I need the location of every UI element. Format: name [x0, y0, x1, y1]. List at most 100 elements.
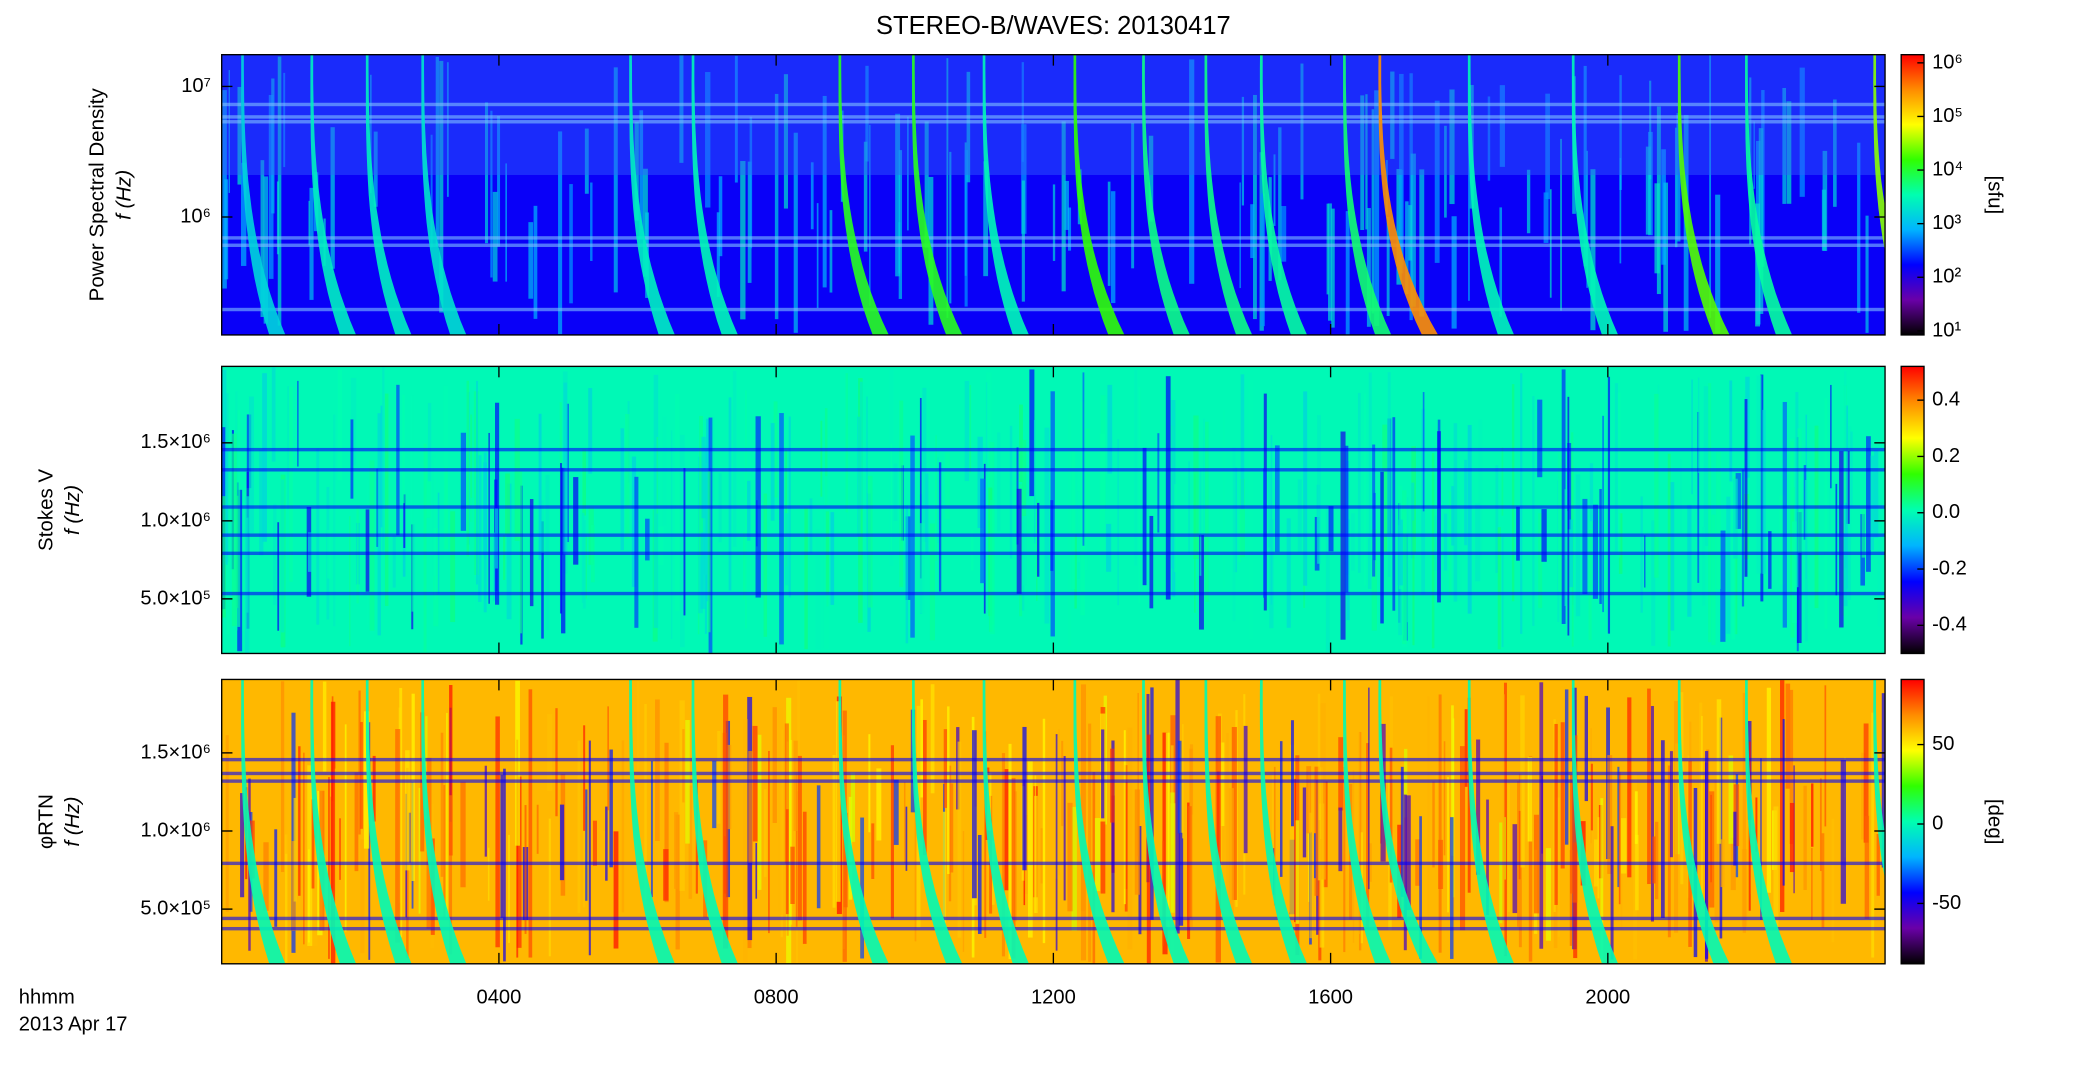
texture — [1645, 146, 1651, 235]
texture — [1345, 211, 1350, 335]
burst — [982, 679, 1029, 964]
texture — [490, 110, 493, 278]
texture — [585, 789, 588, 901]
texture — [980, 478, 986, 584]
texture — [1570, 774, 1574, 894]
texture — [1512, 824, 1518, 914]
texture — [221, 757, 1886, 762]
texture — [413, 524, 416, 596]
texture — [337, 369, 343, 481]
burst — [310, 679, 357, 964]
spectrogram — [221, 679, 1886, 964]
texture — [411, 693, 415, 881]
texture — [1092, 772, 1096, 964]
texture — [949, 151, 952, 304]
texture — [605, 806, 608, 881]
texture — [350, 419, 354, 499]
texture — [283, 72, 286, 168]
texture — [1504, 817, 1506, 880]
texture — [723, 694, 729, 949]
texture — [1567, 396, 1570, 636]
texture — [1782, 401, 1787, 628]
texture — [221, 243, 1886, 247]
texture — [561, 467, 566, 634]
texture — [621, 740, 625, 913]
texture — [644, 703, 647, 905]
texture — [1344, 445, 1349, 593]
texture — [1545, 93, 1550, 200]
texture — [1037, 502, 1040, 577]
texture — [1602, 415, 1605, 613]
texture — [1289, 744, 1295, 919]
texture — [977, 436, 983, 529]
texture — [1453, 423, 1458, 602]
texture — [1697, 377, 1700, 473]
texture — [890, 443, 893, 553]
y-tick-label: 5.0×10⁵ — [140, 897, 211, 919]
texture — [427, 402, 432, 482]
texture — [1110, 748, 1115, 823]
texture — [356, 506, 359, 604]
texture — [1687, 504, 1692, 617]
texture — [1803, 785, 1807, 890]
texture — [1067, 412, 1072, 646]
texture — [277, 56, 282, 326]
texture — [1357, 392, 1361, 573]
texture — [322, 681, 327, 772]
texture — [1750, 847, 1755, 895]
texture — [559, 463, 563, 614]
texture — [440, 732, 444, 877]
texture — [1001, 753, 1006, 957]
texture — [793, 132, 798, 333]
texture — [263, 842, 269, 911]
texture — [1178, 832, 1184, 926]
texture — [430, 134, 433, 248]
texture — [1708, 383, 1712, 643]
texture — [369, 460, 375, 631]
texture — [1273, 154, 1276, 226]
texture — [425, 716, 428, 819]
texture — [1561, 369, 1566, 624]
texture — [1560, 138, 1562, 311]
texture — [964, 380, 970, 482]
texture — [1651, 520, 1656, 646]
texture — [1661, 149, 1666, 265]
texture — [1198, 535, 1204, 630]
colorbar — [1900, 365, 1925, 655]
texture — [1260, 193, 1265, 327]
texture — [1281, 206, 1287, 262]
texture — [259, 449, 264, 556]
texture — [538, 413, 542, 560]
texture — [221, 307, 1886, 312]
texture — [1847, 536, 1851, 601]
texture — [303, 752, 305, 945]
texture — [845, 373, 848, 513]
burst — [1073, 679, 1125, 964]
texture — [263, 176, 269, 324]
texture — [868, 734, 871, 833]
texture — [907, 116, 909, 231]
texture — [700, 532, 706, 609]
texture — [1279, 741, 1283, 877]
texture — [1360, 95, 1365, 231]
burst — [241, 679, 286, 964]
texture — [221, 120, 1886, 124]
texture — [1789, 689, 1794, 845]
texture — [1219, 742, 1225, 827]
texture — [435, 56, 439, 246]
texture — [1085, 512, 1088, 571]
y-axis-label: φRTN — [36, 794, 58, 849]
texture — [637, 681, 640, 770]
texture — [1728, 755, 1734, 844]
texture — [500, 774, 504, 918]
texture — [1426, 528, 1431, 572]
texture — [395, 729, 401, 943]
texture — [944, 452, 950, 520]
texture — [1575, 474, 1581, 617]
texture — [1467, 425, 1472, 614]
texture — [1372, 444, 1376, 577]
texture — [1517, 781, 1520, 927]
texture — [1443, 513, 1448, 571]
texture — [1726, 496, 1731, 634]
texture — [1350, 513, 1355, 571]
